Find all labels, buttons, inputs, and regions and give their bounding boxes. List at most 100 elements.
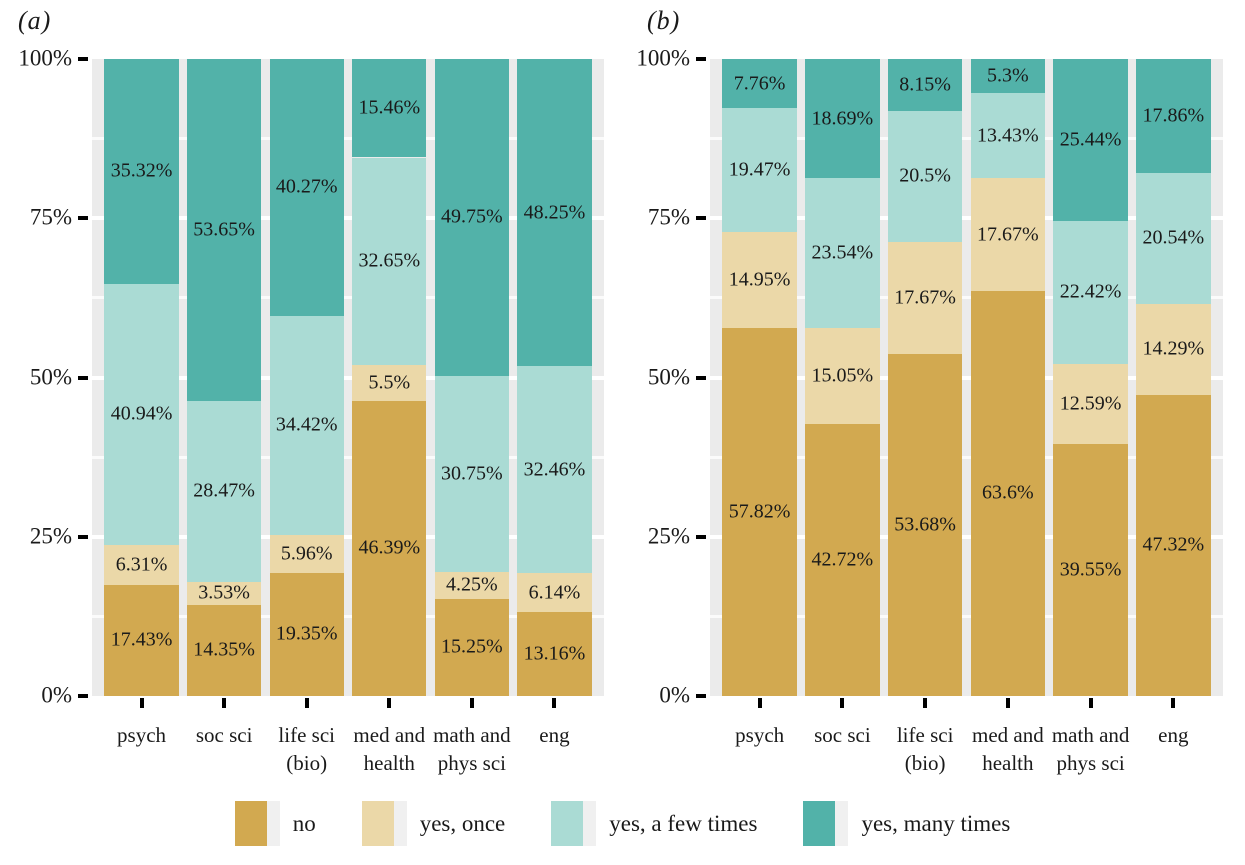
bar-segment xyxy=(722,59,797,109)
bar-segment xyxy=(887,354,963,696)
bar-segment xyxy=(104,544,179,585)
y-axis-tick xyxy=(696,694,706,698)
legend-key xyxy=(803,801,849,846)
bar-segment xyxy=(970,290,1046,696)
bar-segment xyxy=(805,423,880,696)
y-axis-tick-label: 100% xyxy=(636,45,690,71)
x-category-label: life sci (bio) xyxy=(896,723,954,775)
x-axis-tick xyxy=(222,698,227,708)
panel-b-title: (b) xyxy=(647,6,681,35)
bar-segment xyxy=(517,366,592,574)
x-axis-tick xyxy=(923,698,928,708)
bar-segment xyxy=(434,59,510,376)
bar-segment xyxy=(269,572,344,696)
y-axis-tick-label: 100% xyxy=(18,45,72,71)
grid-line-minor xyxy=(710,614,1223,618)
x-axis-tick xyxy=(1005,698,1010,708)
bar-column: 53.68% 17.67% 20.5% 8.15% xyxy=(887,59,963,696)
y-axis-tick xyxy=(696,375,706,380)
y-axis-tick-label: 50% xyxy=(647,363,690,389)
bar-segment xyxy=(805,328,880,424)
legend-label: yes, once xyxy=(419,810,506,836)
y-axis-tick xyxy=(78,57,88,61)
legend-item: no xyxy=(234,801,316,846)
bar-segment xyxy=(887,110,963,242)
x-category-label: med and health xyxy=(971,723,1044,775)
x-category-label: math and phys sci xyxy=(433,723,511,775)
bar-segment xyxy=(805,59,880,179)
bar-segment xyxy=(186,400,262,583)
x-category-label: soc sci xyxy=(814,723,871,747)
x-axis-tick xyxy=(139,698,144,708)
x-category-label: eng xyxy=(1158,723,1189,747)
bar-segment xyxy=(1136,58,1211,173)
bar-segment xyxy=(352,59,427,158)
bar-segment xyxy=(1136,394,1211,696)
plot-area: 57.82% 14.95% 19.47% 7.76% 42.72% 15.05% 23.54… xyxy=(710,58,1223,696)
x-axis-tick xyxy=(840,698,845,708)
bar-segment xyxy=(186,604,262,696)
x-category-label: life sci (bio) xyxy=(278,723,335,775)
y-axis-tick-label: 50% xyxy=(29,363,72,389)
y-axis-tick-label: 25% xyxy=(647,523,690,549)
legend-label: no xyxy=(292,810,316,836)
grid-line-major xyxy=(92,216,604,221)
legend-swatch xyxy=(234,801,267,846)
panel-a-title: (a) xyxy=(18,6,52,35)
bar-segment xyxy=(1053,363,1128,445)
x-category-label: psych xyxy=(735,723,785,747)
x-axis-tick xyxy=(387,698,392,708)
y-axis-tick xyxy=(696,534,706,539)
x-axis-tick xyxy=(1171,698,1176,708)
bar-segment xyxy=(269,534,344,573)
legend-swatch xyxy=(361,801,394,846)
y-axis-tick xyxy=(696,57,706,61)
x-axis-tick xyxy=(469,698,474,708)
bar-segment xyxy=(352,400,427,696)
legend-label: yes, a few times xyxy=(609,810,758,836)
y-axis-tick xyxy=(78,375,88,380)
x-category-label: med and health xyxy=(353,723,426,775)
legend-item: yes, once xyxy=(361,801,506,846)
y-axis-tick-label: 0% xyxy=(659,682,690,708)
bar-segment xyxy=(186,59,262,401)
plot-area: 17.43% 6.31% 40.94% 35.32% 14.35% 3.53% 28.47%… xyxy=(92,58,604,696)
grid-line-major xyxy=(710,534,1223,539)
bar-segment xyxy=(805,178,880,329)
legend-key xyxy=(234,801,280,846)
bar-segment xyxy=(434,571,510,599)
y-axis-tick-label: 75% xyxy=(647,204,690,230)
bar-segment xyxy=(269,315,344,535)
bar-segment xyxy=(186,582,262,605)
legend: no yes, once yes, a few times yes, many tim… xyxy=(0,801,1245,846)
bar-column: 42.72% 15.05% 23.54% 18.69% xyxy=(805,59,880,696)
bar-column: 63.6% 17.67% 13.43% 5.3% xyxy=(970,59,1046,696)
legend-swatch xyxy=(803,801,836,846)
x-axis-tick xyxy=(757,698,762,708)
y-axis-tick xyxy=(78,534,88,539)
y-axis-tick xyxy=(78,694,88,698)
bar-segment xyxy=(104,584,179,696)
bar-segment xyxy=(1136,303,1211,395)
bar-column: 39.55% 12.59% 22.42% 25.44% xyxy=(1053,59,1128,696)
bar-column: 47.32% 14.29% 20.54% 17.86% xyxy=(1136,58,1211,696)
grid-line-major xyxy=(92,375,604,380)
x-category-label: eng xyxy=(539,723,570,747)
grid-line-minor xyxy=(92,137,604,141)
bar-column: 57.82% 14.95% 19.47% 7.76% xyxy=(722,59,797,696)
x-axis-tick xyxy=(1088,698,1093,708)
bar-segment xyxy=(434,375,510,572)
bar-segment xyxy=(887,59,963,111)
grid-line-minor xyxy=(92,296,604,300)
grid-line-minor xyxy=(710,137,1223,141)
x-category-label: soc sci xyxy=(195,723,253,747)
legend-key xyxy=(551,801,597,846)
bar-segment xyxy=(517,612,592,696)
bar-segment xyxy=(1053,59,1128,222)
bar-segment xyxy=(722,108,797,233)
bar-segment xyxy=(1136,172,1211,304)
x-axis-tick xyxy=(552,698,557,708)
y-axis-tick xyxy=(78,216,88,221)
